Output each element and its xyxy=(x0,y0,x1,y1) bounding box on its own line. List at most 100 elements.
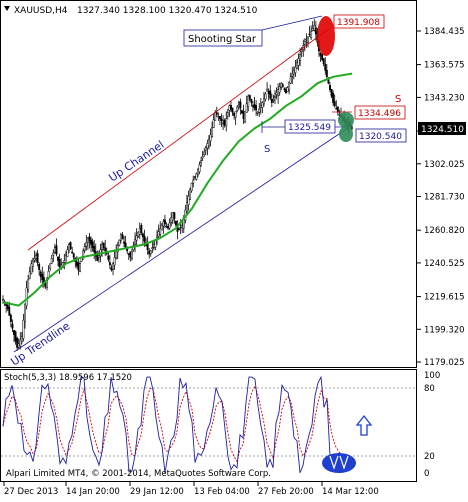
candle-body xyxy=(303,41,306,45)
resistance-price-label: 1334.496 xyxy=(358,109,401,119)
candle-body xyxy=(90,239,92,245)
high-price-box xyxy=(333,14,385,29)
candle-body xyxy=(151,247,154,250)
dropdown-triangle-icon xyxy=(4,6,10,11)
candle-body xyxy=(152,244,155,248)
support-2-price-box xyxy=(355,128,407,143)
candle-body xyxy=(218,115,221,119)
candle-body xyxy=(9,315,12,323)
candle-body xyxy=(101,244,103,251)
stoch-axis-80: 80 xyxy=(424,384,435,394)
candle-body xyxy=(121,234,124,240)
candle-body xyxy=(168,222,171,229)
resistance-price-box xyxy=(354,105,406,120)
candle-body xyxy=(206,143,209,149)
candle-body xyxy=(137,231,140,237)
price-tick-label: 1363.575 xyxy=(424,61,465,71)
candle-body xyxy=(77,262,80,271)
candle-body xyxy=(127,253,130,255)
candle-body xyxy=(258,108,261,113)
candle-body xyxy=(308,33,311,36)
candle-body xyxy=(156,235,159,238)
shooting-star-highlight xyxy=(317,16,335,56)
candle-body xyxy=(200,160,203,164)
candle-body xyxy=(39,271,42,277)
candle-body xyxy=(209,134,212,142)
candle-body xyxy=(102,242,105,248)
candle-body xyxy=(57,256,59,261)
candle-body xyxy=(83,246,86,251)
candle-body xyxy=(231,107,234,113)
candle-body xyxy=(75,261,78,267)
candle-body xyxy=(230,105,232,110)
support-2-price-label: 1320.540 xyxy=(359,132,402,142)
candle-body xyxy=(58,258,61,268)
candle-body xyxy=(53,247,56,253)
candle-body xyxy=(88,236,91,242)
candle-body xyxy=(245,103,248,113)
candle-body xyxy=(19,339,22,347)
time-axis[interactable]: 27 Dec 2013 14 Jan 20:00 29 Jan 12:00 13 Fe… xyxy=(3,482,379,497)
candle-body xyxy=(14,331,17,342)
candle-body xyxy=(170,217,173,223)
candle-body xyxy=(310,31,313,39)
candle-body xyxy=(68,244,70,251)
candle-body xyxy=(135,235,138,241)
candle-body xyxy=(241,110,243,114)
candle-body xyxy=(252,105,254,107)
candle-body xyxy=(236,106,239,111)
candle-body xyxy=(115,250,118,259)
candle-body xyxy=(107,255,110,260)
candle-body xyxy=(64,254,67,264)
main-chart-frame xyxy=(0,0,417,368)
candle-body xyxy=(11,323,14,329)
candle-body xyxy=(261,102,264,108)
candle-body xyxy=(85,242,88,247)
candle-body xyxy=(333,101,336,107)
candle-body xyxy=(171,211,174,221)
candle-body xyxy=(63,260,66,263)
candle-body xyxy=(250,99,253,103)
candle-body xyxy=(31,260,34,267)
current-price-label: 1324.510 xyxy=(421,125,464,135)
stoch-signal-line xyxy=(2,384,349,463)
candle-body xyxy=(330,88,333,97)
candle-body xyxy=(13,330,15,335)
candle-body xyxy=(198,164,201,173)
support-1-price-box xyxy=(284,119,336,134)
candle-body xyxy=(255,105,258,111)
time-tick-label: 13 Feb 04:00 xyxy=(194,487,250,497)
candle-body xyxy=(97,254,100,258)
candle-body xyxy=(203,151,206,156)
candle-body xyxy=(277,89,280,97)
candle-body xyxy=(321,53,324,60)
candle-body xyxy=(269,90,272,99)
candle-body xyxy=(305,38,308,41)
candle-body xyxy=(336,106,339,113)
candle-body xyxy=(185,202,188,212)
candle-body xyxy=(313,25,316,31)
shooting-star-pointer xyxy=(261,15,323,31)
candle-body xyxy=(160,224,163,231)
candle-body xyxy=(217,116,220,118)
candle-body xyxy=(244,110,247,123)
candle-body xyxy=(281,84,284,87)
candle-body xyxy=(129,251,132,258)
candle-body xyxy=(297,58,300,66)
candle-body xyxy=(174,220,177,226)
candle-body xyxy=(272,99,275,101)
candle-body xyxy=(134,239,137,245)
candle-body xyxy=(146,243,149,251)
time-tick-label: 14 Jan 20:00 xyxy=(66,487,120,497)
candle-body xyxy=(212,119,215,128)
candle-body xyxy=(223,119,226,126)
price-axis[interactable]: 1384.4351363.5751343.2301322.3701302.025… xyxy=(416,27,465,368)
green-highlight-bottom xyxy=(339,126,353,142)
candle-body xyxy=(79,263,81,272)
candle-body xyxy=(30,263,33,274)
stoch-main-line xyxy=(2,375,349,473)
candle-body xyxy=(226,112,229,117)
candle-body xyxy=(204,147,207,151)
